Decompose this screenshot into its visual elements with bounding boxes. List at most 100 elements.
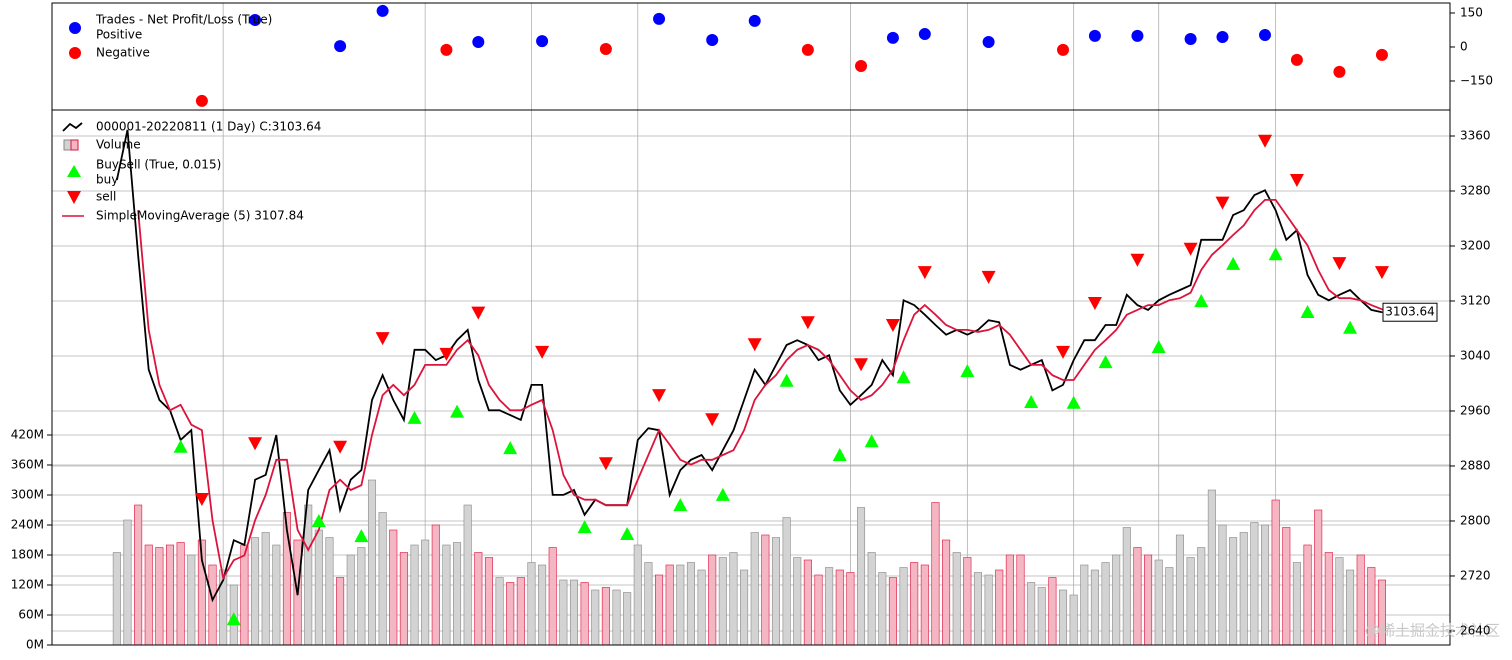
volume-bar xyxy=(1154,559,1163,646)
volume-bar xyxy=(1218,524,1227,646)
volume-bar xyxy=(548,547,557,646)
volume-bar xyxy=(729,552,738,646)
y-tick-label: 150 xyxy=(1460,5,1483,19)
y2-tick-label: 120M xyxy=(11,578,44,592)
trade-point xyxy=(1216,31,1229,44)
signal-marker xyxy=(832,447,847,461)
signal-marker xyxy=(1151,340,1166,354)
trade-point xyxy=(1057,43,1070,56)
trade-point xyxy=(918,28,931,41)
volume-bar xyxy=(1186,557,1195,646)
signal-marker xyxy=(577,520,592,534)
signal-marker xyxy=(960,364,975,378)
volume-bar xyxy=(878,572,887,646)
volume-bar xyxy=(1207,489,1216,646)
signal-marker xyxy=(1268,247,1283,261)
volume-bar xyxy=(686,562,695,646)
volume-bar xyxy=(527,562,536,646)
volume-bar xyxy=(112,552,121,646)
volume-bar xyxy=(1101,562,1110,646)
y-tick-label: 3280 xyxy=(1460,183,1491,197)
trade-point xyxy=(748,14,761,27)
signal-marker xyxy=(854,358,869,372)
signal-marker xyxy=(715,487,730,501)
volume-bar xyxy=(1292,562,1301,646)
trade-point xyxy=(599,43,612,56)
volume-bar xyxy=(1356,554,1365,646)
volume-bar xyxy=(474,552,483,646)
trade-point xyxy=(1333,65,1346,78)
trade-point xyxy=(706,33,719,46)
volume-bar xyxy=(367,479,377,646)
volume-bar xyxy=(697,569,706,646)
y2-tick-label: 360M xyxy=(11,458,44,472)
legend-title: Trades - Net Profit/Loss (True) xyxy=(95,13,272,27)
trade-point xyxy=(653,12,666,25)
signal-marker xyxy=(1024,395,1039,409)
volume-bar xyxy=(410,544,419,646)
volume-bar xyxy=(665,564,674,646)
signal-marker xyxy=(1258,134,1273,148)
price-line xyxy=(116,129,1383,603)
signal-marker xyxy=(503,441,518,455)
trade-point xyxy=(1290,53,1303,66)
trade-point xyxy=(440,43,453,56)
volume-bar xyxy=(251,537,260,646)
volume-bar xyxy=(867,552,876,646)
volume-bar xyxy=(144,544,153,646)
legend-entry: Positive xyxy=(96,28,142,42)
volume-bar xyxy=(240,544,249,646)
volume-bar xyxy=(357,547,366,646)
volume-bar xyxy=(1112,554,1121,646)
volume-bar xyxy=(134,504,143,646)
volume-bar xyxy=(261,532,270,646)
signal-marker xyxy=(1226,256,1241,270)
volume-bar xyxy=(123,519,132,646)
volume-bar xyxy=(623,592,632,646)
volume-bar xyxy=(984,574,993,646)
volume-bar xyxy=(1080,564,1089,646)
signal-marker xyxy=(981,270,996,284)
volume-bar xyxy=(208,564,217,646)
volume-bar xyxy=(740,569,749,646)
trade-point xyxy=(855,60,868,73)
volume-bar xyxy=(910,562,919,646)
signal-marker xyxy=(354,529,369,543)
signal-marker xyxy=(896,370,911,384)
volume-bar xyxy=(1016,554,1025,646)
legend-entry: buy xyxy=(96,173,118,187)
volume-bar xyxy=(187,554,196,646)
y2-tick-label: 60M xyxy=(18,608,44,622)
volume-bar xyxy=(676,564,685,646)
volume-bar xyxy=(825,567,834,646)
signal-marker xyxy=(1215,196,1230,210)
signal-marker xyxy=(1087,297,1102,311)
volume-bar xyxy=(1059,589,1068,646)
volume-bar xyxy=(612,589,621,646)
trade-point xyxy=(1088,29,1101,42)
signal-marker xyxy=(471,306,486,320)
volume-bar xyxy=(601,587,610,646)
volume-bar xyxy=(484,557,493,646)
signal-marker xyxy=(673,498,688,512)
volume-bar xyxy=(176,542,185,646)
volume-bar xyxy=(931,502,940,646)
volume-bar xyxy=(973,572,982,646)
volume-bar xyxy=(1250,522,1259,646)
trade-point xyxy=(334,40,347,53)
signal-marker xyxy=(439,347,454,361)
signal-marker xyxy=(407,410,422,424)
trade-point xyxy=(249,14,262,27)
volume-bar xyxy=(1165,567,1174,646)
volume-bar xyxy=(1069,594,1078,646)
trade-point xyxy=(1375,48,1388,61)
volume-bar xyxy=(761,534,770,646)
legend-entry: sell xyxy=(96,190,116,204)
trade-point xyxy=(801,43,814,56)
volume-bar xyxy=(378,512,387,646)
trade-point xyxy=(1131,29,1144,42)
volume-bar xyxy=(569,579,579,646)
volume-bar xyxy=(857,507,866,646)
signal-marker xyxy=(1130,253,1145,267)
volume-bar xyxy=(750,532,759,646)
